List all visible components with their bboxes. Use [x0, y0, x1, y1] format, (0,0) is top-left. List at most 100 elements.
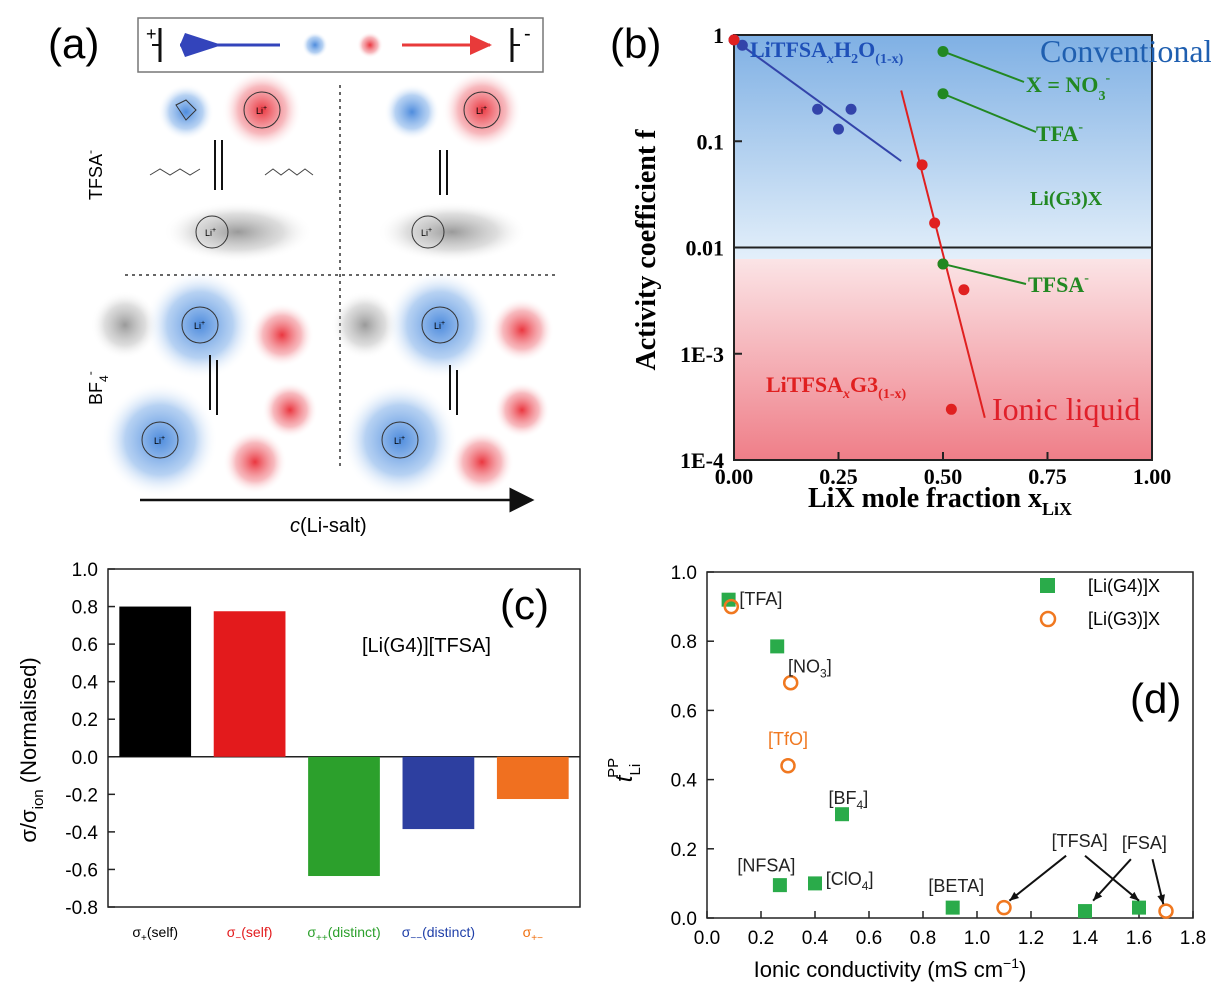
x-tick-label: 1.4	[1072, 928, 1099, 949]
panel-c-annotation: [Li(G4)][TFSA]	[362, 635, 491, 657]
equilibrium-arrow	[214, 140, 223, 190]
y-tick-label: 0.8	[72, 598, 98, 619]
y-tick-label: 0.6	[72, 635, 98, 656]
x-tick-label: 0.25	[819, 464, 858, 489]
square-point	[772, 878, 787, 893]
circle-point	[723, 598, 740, 615]
y-tick-label: 0.0	[671, 909, 697, 930]
panel-d-axes: 0.0 0.2 0.4 0.6 0.8 1.0 1.2 1.4 1.6 1.8 0.0 0.2 0.4 0…	[671, 563, 1207, 949]
label-leader	[942, 50, 1025, 83]
arrow-head	[1129, 891, 1139, 901]
arrow-head	[1093, 891, 1103, 901]
y-tick-label: 0.4	[671, 771, 698, 792]
panel-d-annotations: [TFA] [NO3] [TfO] [BF4] [NFSA] [ClO4] [BETA] [T…	[737, 589, 1167, 905]
annotation-label: [TfO]	[768, 729, 808, 749]
svg-text:Li+: Li+	[394, 435, 405, 446]
square-point	[808, 876, 822, 891]
y-tick-label: 1E-3	[680, 342, 724, 367]
y-tick-label: -0.2	[65, 785, 98, 806]
ionic-liquid-region	[734, 259, 1152, 460]
data-point	[916, 159, 928, 171]
conventional-label: Conventional	[1040, 33, 1211, 69]
circle-point	[780, 758, 796, 774]
y-tick-label: 0.1	[697, 129, 725, 154]
conventional-region	[734, 35, 1152, 259]
circle-point	[996, 899, 1012, 916]
bar	[213, 611, 286, 757]
fit-line	[900, 90, 986, 418]
row-label-bf4: BF4-	[83, 371, 111, 405]
x-tick-label: 1.0	[964, 928, 990, 949]
svg-text:TFSA-: TFSA-	[83, 150, 106, 200]
electrode-plus: +	[146, 24, 157, 44]
panel-d-chart: 0.0 0.2 0.4 0.6 0.8 1.0 1.2 1.4 1.6 1.8 0.0 0.2 0.4 0…	[605, 563, 1207, 982]
panel-c-categories: σ+(self) σ−(self) σ++(distinct) σ−−(distinc…	[132, 924, 543, 944]
y-tick-label: 0.8	[671, 632, 697, 653]
arrow-head	[1157, 894, 1165, 905]
svg-text:Li+: Li+	[256, 105, 267, 116]
panel-b-xlabel: LiX mole fraction xLiX	[808, 483, 1072, 519]
series-water-label: LiTFSAxH2O(1-x)	[750, 37, 904, 67]
y-tick-label: 1.0	[72, 560, 98, 581]
label-leader	[942, 92, 1037, 133]
category-label: σ+−	[523, 924, 543, 944]
anion-blob-icon	[302, 32, 328, 58]
anion-labels: X = NO3- TFA- TFSA-	[1026, 71, 1110, 297]
category-label: σ−−(distinct)	[402, 924, 475, 944]
series-lig3x-label: Li(G3)X	[1030, 188, 1103, 210]
x-tick-label: 1.00	[1133, 464, 1172, 489]
equilibrium-arrow-2	[439, 150, 448, 195]
annotation-label: [TFSA]	[1052, 831, 1108, 851]
series-g3-label: LiTFSAxG3(1-x)	[766, 372, 906, 402]
category-label: σ−(self)	[227, 924, 273, 944]
panel-c: -0.8 -0.6 -0.4 -0.2 0.0 0.2 0.4 0.6 0.8 1.0 (c) […	[0, 555, 600, 984]
tfsa-anion-icon-2	[384, 84, 440, 140]
data-point	[812, 103, 824, 115]
x-tick-label: 0.8	[910, 928, 936, 949]
panel-b-axes: 0.00 0.25 0.50 0.75 1.00 1E-4 1E-3 0.01 0.1 1	[680, 23, 1171, 489]
circle-point	[782, 674, 799, 691]
y-tick-label: -0.8	[65, 898, 98, 919]
annotation-arrow	[1084, 854, 1140, 902]
panel-b-label: (b)	[610, 20, 661, 67]
data-point	[958, 284, 970, 296]
x-tick-label: 0.0	[694, 928, 720, 949]
square-point	[1132, 900, 1146, 915]
panel-d-xlabel: Ionic conductivity (mS cm−1)	[754, 955, 1027, 982]
square-point	[770, 639, 785, 654]
ionic-liquid-label: Ionic liquid	[992, 391, 1140, 427]
legend-label-g3: [Li(G3)]X	[1088, 609, 1160, 629]
label-leader	[942, 262, 1027, 285]
x-tick-label: 0.00	[715, 464, 754, 489]
panel-a: (a) + - TFSA- BF4- Li+ Li+ Li+ Li+ Li+	[0, 0, 590, 545]
plot-frame	[706, 571, 1194, 919]
annotation-label: [NFSA]	[737, 855, 795, 875]
panel-a-svg: (a) + - TFSA- BF4- Li+ Li+ Li+ Li+ Li+	[48, 17, 555, 537]
x-tick-label: 1.2	[1018, 928, 1044, 949]
row-label-tfsa: TFSA-	[83, 150, 106, 200]
annotation-label: [FSA]	[1122, 833, 1167, 853]
data-point	[929, 217, 941, 229]
svg-text:Li+: Li+	[434, 320, 445, 331]
svg-text:Li+: Li+	[205, 227, 216, 238]
y-tick-label: 1	[713, 23, 724, 48]
square-point	[835, 807, 849, 822]
fit-line	[733, 39, 902, 162]
x-tick-label: 0.2	[748, 928, 774, 949]
glyme-chain-icon	[149, 168, 201, 176]
annotation-arrow	[1092, 858, 1132, 902]
plot-frame	[107, 568, 581, 908]
bar	[496, 756, 569, 800]
concentration-axis-label: c(Li-salt)	[290, 515, 367, 537]
panel-d-marks	[721, 592, 1174, 919]
panel-b-chart: (b) 0.00 0.25 0.50 0.75 1.00 1E-4 1E-3 0.01 0.1 1…	[610, 20, 1211, 519]
data-point	[833, 123, 844, 135]
annotation-label: [TFA]	[739, 589, 782, 609]
li-cation-icon	[222, 70, 302, 150]
y-tick-label: 1E-4	[680, 448, 724, 473]
legend-circle-marker	[1039, 610, 1057, 628]
contact-ion-pair-icon	[163, 202, 313, 262]
svg-text:Activity coefficient f: Activity coefficient f	[631, 129, 662, 371]
y-tick-label: 0.6	[671, 701, 697, 722]
panel-d-ylabel: tLiPP	[605, 758, 644, 782]
